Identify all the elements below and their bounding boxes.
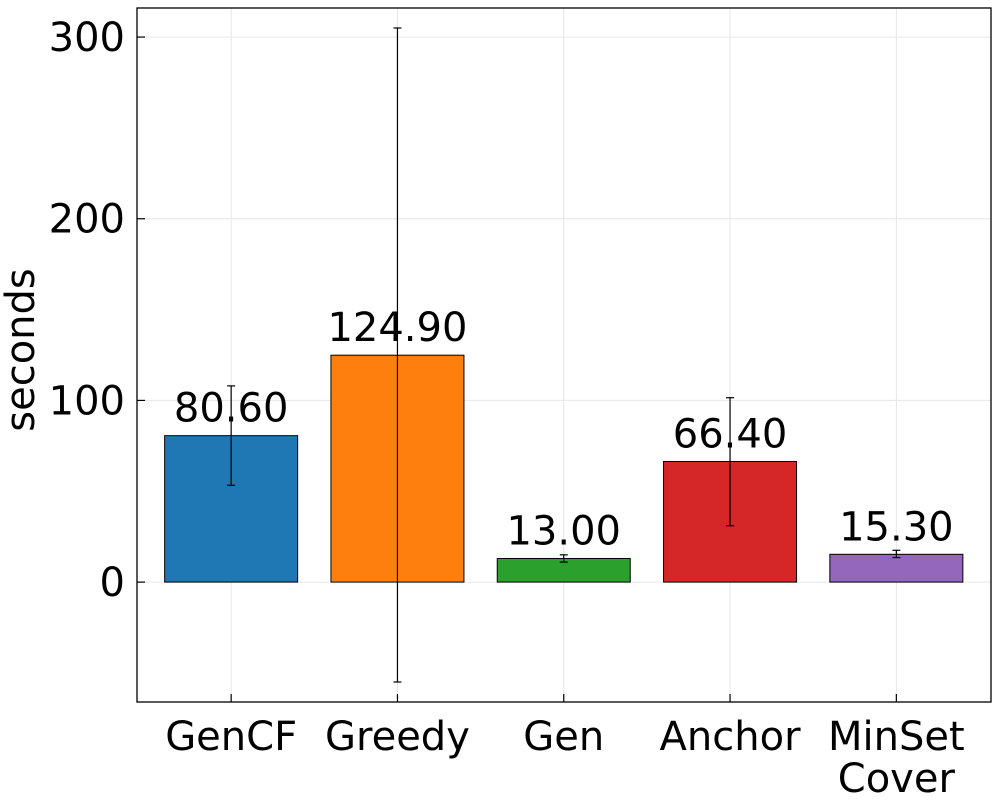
error-bar [726, 397, 735, 527]
x-tick-label-line: Anchor [660, 714, 802, 760]
y-axis-ticks: 0 100 200 300 [49, 15, 145, 606]
error-bar [393, 27, 402, 683]
x-tick-label-line: MinSet [828, 714, 965, 760]
bar-value-label: 13.00 [506, 508, 621, 554]
x-tick-label: Greedy [325, 714, 470, 760]
bar-value-label: 66.40 [673, 411, 788, 457]
x-tick-label-line: GenCF [165, 714, 297, 760]
error-bars-layer [227, 27, 901, 683]
y-tick-label: 200 [49, 197, 125, 243]
y-tick-label: 300 [49, 15, 125, 61]
x-tick-label-line: Gen [523, 714, 604, 760]
bar [829, 553, 964, 583]
x-tick-label-line: Cover [838, 756, 956, 800]
error-bar [559, 554, 568, 563]
bar-value-label: 80.60 [174, 386, 289, 432]
grid-layer [137, 8, 991, 702]
x-tick-label: Anchor [660, 714, 802, 760]
x-tick-label: Gen [523, 714, 604, 760]
y-axis-label: seconds [0, 268, 44, 432]
y-tick-label: 0 [100, 560, 125, 606]
value-labels-layer: 80.60 124.90 13.00 66.40 15.30 [174, 305, 954, 554]
y-tick-label: 100 [49, 378, 125, 424]
x-tick-label: MinSet Cover [828, 714, 965, 800]
x-tick-label-line: Greedy [325, 714, 470, 760]
bar-value-label: 124.90 [327, 305, 467, 351]
error-bar [892, 549, 901, 559]
error-bar [227, 385, 236, 486]
bar-value-label: 15.30 [839, 504, 954, 550]
x-tick-label: GenCF [165, 714, 297, 760]
x-axis-ticks: GenCF Greedy Gen Anchor MinSet Cover [165, 694, 965, 800]
